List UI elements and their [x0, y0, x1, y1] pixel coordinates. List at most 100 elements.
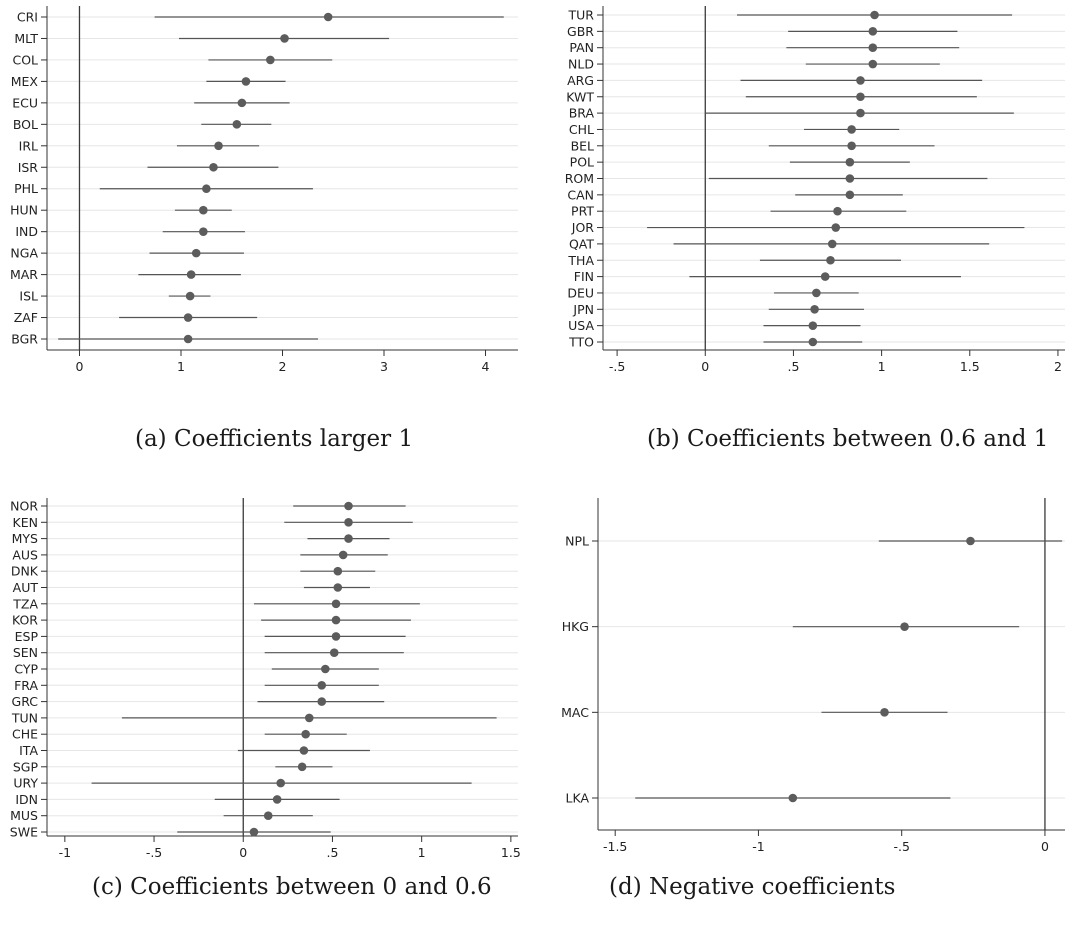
chart-panel-d: -1.5 -1 -.5 0 NPL HKG MAC LKA (d) Negative coef… — [533, 488, 1066, 925]
coefficient-point-bel — [847, 141, 856, 151]
coefficient-point-bol — [232, 120, 242, 129]
coefficient-point-mus — [263, 811, 273, 820]
coefficient-point-chl — [847, 125, 856, 134]
y-tick-label-ind: IND — [15, 224, 38, 239]
y-tick-label-pan: PAN — [569, 40, 594, 55]
coefficient-point-nld — [868, 59, 878, 69]
x-tick-label: 0 — [239, 845, 247, 860]
coefficient-point-phl — [202, 184, 211, 194]
y-tick-label-tun: TUN — [11, 710, 38, 725]
coefficient-point-che — [301, 729, 310, 739]
coefficient-point-jpn — [810, 305, 819, 314]
y-tick-label-nor: NOR — [10, 499, 38, 514]
caption-a: (a) Coefficients larger 1 — [135, 426, 414, 452]
coefficient-point-kwt — [856, 92, 865, 102]
x-tick-label: -1 — [752, 839, 764, 854]
x-tick-label: 1 — [177, 359, 185, 374]
y-tick-label-mar: MAR — [10, 267, 38, 282]
y-tick-label-phl: PHL — [14, 181, 38, 196]
x-tick-label: -1.5 — [603, 839, 627, 854]
coefficient-point-hun — [199, 205, 208, 215]
coefficient-point-gbr — [868, 27, 878, 36]
y-tick-label-ita: ITA — [19, 743, 38, 758]
coefficient-point-ind — [199, 227, 208, 236]
coefficient-point-ita — [299, 746, 309, 755]
y-tick-label-tto: TTO — [568, 335, 594, 350]
y-tick-label-nga: NGA — [10, 246, 38, 261]
coefficient-point-arg — [856, 76, 865, 85]
coefficient-point-pol — [845, 157, 855, 167]
y-tick-label-can: CAN — [567, 187, 594, 202]
coefficient-point-pan — [868, 43, 878, 52]
coefficient-point-kor — [331, 615, 341, 625]
y-tick-label-mex: MEX — [11, 74, 39, 89]
coefficient-point-zaf — [183, 313, 193, 322]
y-tick-label-ken: KEN — [13, 515, 38, 530]
x-tick-label: 1.5 — [960, 359, 980, 374]
coefficient-point-ury — [276, 778, 286, 788]
coefficient-point-nor — [344, 501, 353, 511]
x-tick-label: -.5 — [609, 359, 625, 374]
y-tick-label-ury: URY — [13, 776, 38, 791]
coefficient-point-fra — [317, 681, 327, 690]
coefficient-point-bra — [856, 108, 865, 118]
y-tick-label-mac: MAC — [561, 705, 589, 720]
coefficient-point-tza — [331, 599, 341, 609]
y-tick-label-irl: IRL — [19, 138, 38, 153]
caption-c: (c) Coefficients between 0 and 0.6 — [92, 874, 492, 900]
y-tick-label-esp: ESP — [15, 629, 39, 644]
coefficient-point-tur — [870, 10, 879, 20]
coefficient-point-mlt — [280, 34, 289, 43]
x-tick-label: -1 — [59, 845, 71, 860]
coefficient-point-can — [845, 190, 855, 200]
x-tick-label: 0 — [701, 359, 709, 374]
y-tick-label-fin: FIN — [574, 269, 594, 284]
coefficient-plot-a: 0 1 2 3 4 CRI MLT COL MEX ECU BOL IRL ISR PHL HUN IND NG… — [10, 6, 518, 374]
coefficient-point-isr — [209, 162, 218, 172]
x-tick-label: 4 — [482, 359, 490, 374]
y-tick-label-cyp: CYP — [14, 662, 38, 677]
coefficient-point-mys — [344, 534, 353, 543]
caption-d: (d) Negative coefficients — [609, 874, 896, 900]
coefficient-plot-d: -1.5 -1 -.5 0 NPL HKG MAC LKA — [561, 498, 1065, 854]
y-tick-label-mys: MYS — [12, 531, 38, 546]
coefficient-plot-c: -1 -.5 0.5 1 1.5NORKENMYSAUSDNKAUTTZAKORESPS… — [10, 498, 521, 860]
coefficient-point-col — [266, 55, 275, 65]
y-tick-label-ecu: ECU — [12, 95, 38, 110]
coefficient-point-mex — [241, 77, 251, 86]
y-tick-label-bgr: BGR — [11, 332, 38, 347]
y-tick-label-kor: KOR — [12, 613, 38, 628]
y-tick-label-col: COL — [12, 52, 38, 67]
coefficient-point-isl — [185, 291, 195, 301]
coefficient-point-lka — [788, 793, 798, 803]
y-tick-label-rom: ROM — [565, 171, 594, 186]
y-tick-label-isl: ISL — [19, 289, 38, 304]
coefficient-point-hkg — [900, 622, 909, 631]
y-tick-label-mlt: MLT — [14, 31, 38, 46]
y-tick-label-usa: USA — [568, 318, 594, 333]
coefficient-point-esp — [331, 632, 341, 641]
y-tick-label-bel: BEL — [571, 138, 594, 153]
x-tick-label: 0 — [1041, 839, 1049, 854]
y-tick-label-npl: NPL — [565, 534, 589, 549]
y-tick-label-aut: AUT — [13, 580, 39, 595]
coefficient-point-prt — [833, 206, 842, 216]
coefficient-point-npl — [966, 536, 975, 546]
coefficient-point-tto — [808, 337, 818, 347]
coefficient-point-idn — [272, 795, 282, 804]
coefficient-point-dnk — [333, 566, 343, 576]
x-tick-label: .5 — [326, 845, 338, 860]
y-tick-label-gbr: GBR — [567, 24, 594, 39]
y-tick-label-mus: MUS — [10, 808, 38, 823]
x-tick-label: 2 — [279, 359, 287, 374]
coefficient-point-cyp — [321, 664, 330, 674]
y-tick-label-prt: PRT — [571, 204, 594, 219]
coefficient-point-cri — [323, 12, 333, 22]
coefficient-point-aut — [333, 583, 343, 592]
coefficient-point-irl — [214, 141, 223, 151]
y-tick-label-grc: GRC — [12, 694, 39, 709]
y-tick-label-tur: TUR — [568, 8, 595, 23]
y-tick-label-fra: FRA — [14, 678, 38, 693]
y-tick-label-bol: BOL — [13, 117, 38, 132]
